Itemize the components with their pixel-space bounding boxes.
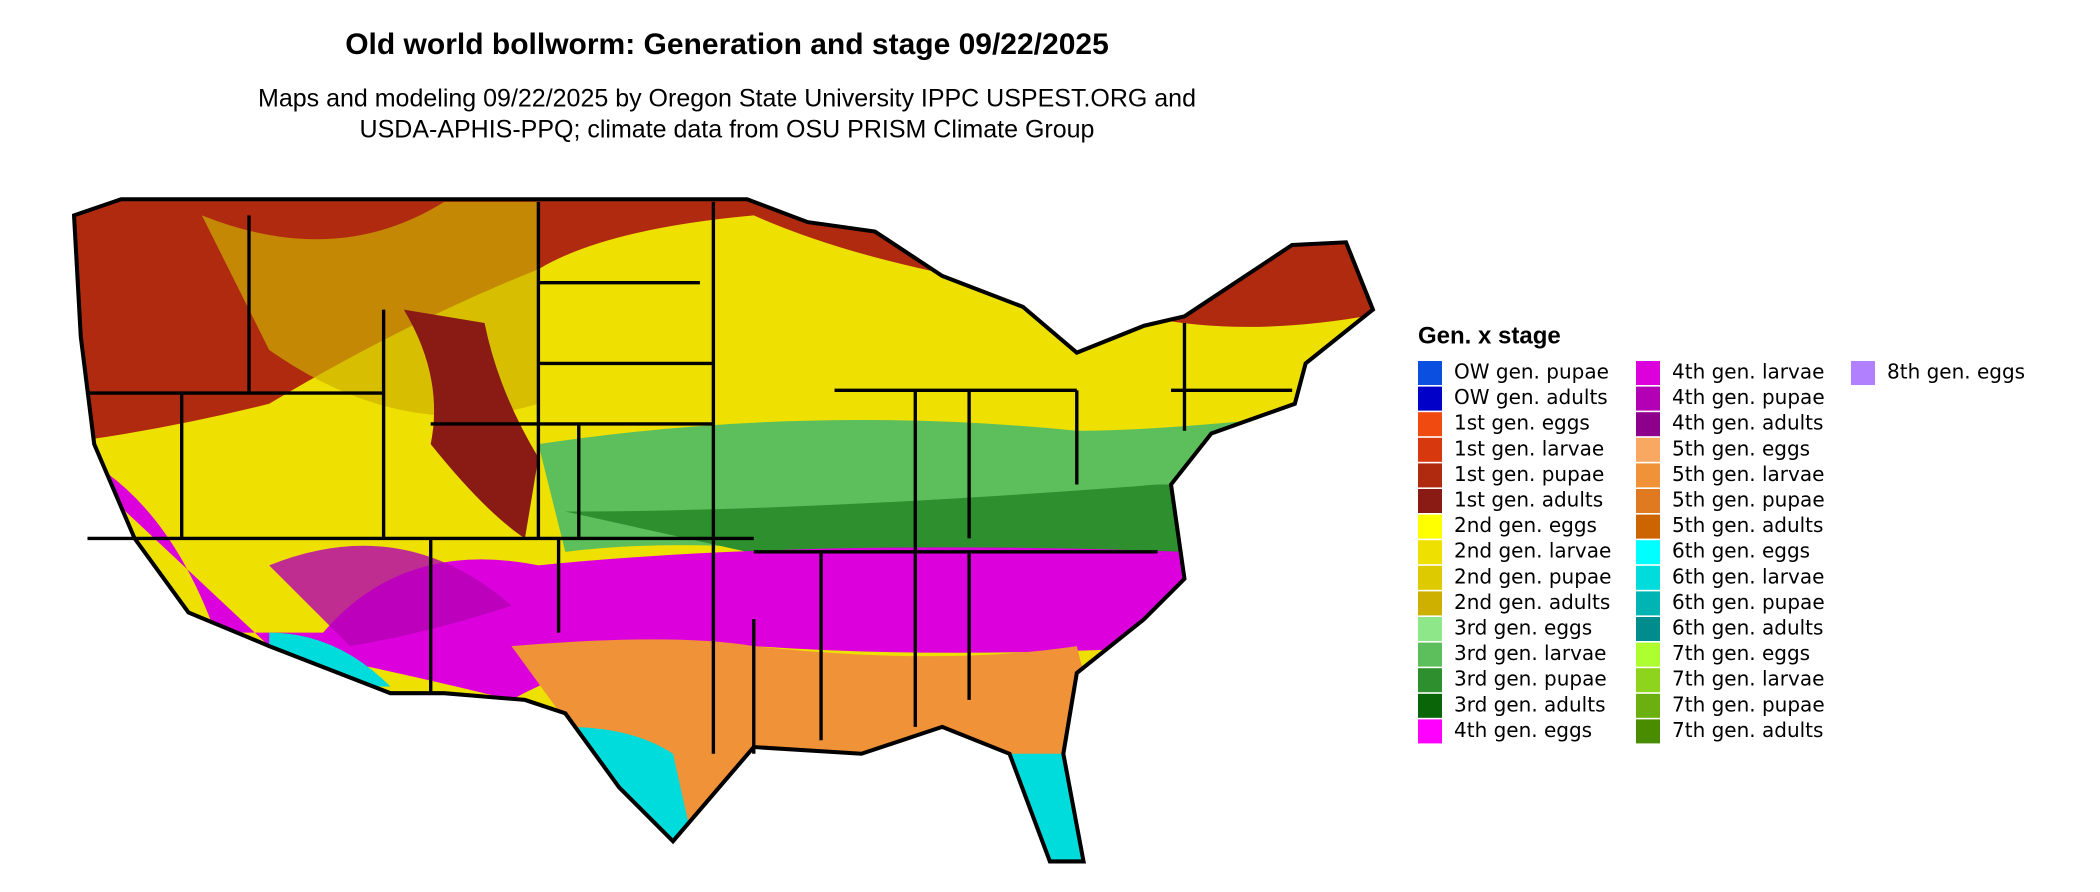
legend-swatch [1418, 412, 1442, 437]
legend-swatch [1636, 668, 1660, 693]
legend-label: 7th gen. adults [1672, 718, 1823, 742]
legend-label: 3rd gen. eggs [1454, 616, 1592, 640]
legend-swatch [1636, 386, 1660, 411]
legend-swatch [1418, 437, 1442, 462]
legend-label: 8th gen. eggs [1887, 360, 2025, 384]
legend-label: 6th gen. larvae [1672, 564, 1824, 588]
map-fill [74, 199, 1373, 862]
map [71, 197, 1376, 864]
legend-swatch [1636, 540, 1660, 565]
legend-label: 5th gen. pupae [1672, 488, 1825, 512]
legend-label: 7th gen. pupae [1672, 692, 1825, 716]
legend-swatch [1418, 642, 1442, 667]
legend-swatch [1418, 463, 1442, 488]
legend-label: 4th gen. adults [1672, 411, 1823, 435]
legend-label: 7th gen. larvae [1672, 667, 1824, 691]
legend-label: 1st gen. pupae [1454, 462, 1604, 486]
legend-label: 4th gen. eggs [1454, 718, 1592, 742]
legend-label: 2nd gen. larvae [1454, 539, 1611, 563]
legend-label: 2nd gen. pupae [1454, 564, 1611, 588]
legend-swatch [1418, 386, 1442, 411]
legend-label: 4th gen. pupae [1672, 385, 1825, 409]
legend-label: 5th gen. larvae [1672, 462, 1824, 486]
legend-label: 2nd gen. adults [1454, 590, 1610, 614]
legend-label: 4th gen. larvae [1672, 360, 1824, 384]
legend-label: 5th gen. eggs [1672, 436, 1810, 460]
legend-swatch [1636, 591, 1660, 616]
legend-swatch [1636, 463, 1660, 488]
subtitle: Maps and modeling 09/22/2025 by Oregon S… [258, 85, 1196, 113]
legend-swatch [1418, 591, 1442, 616]
legend-swatch [1636, 361, 1660, 385]
legend-label: 3rd gen. adults [1454, 692, 1605, 716]
legend-label: 1st gen. eggs [1454, 411, 1590, 435]
legend-label: 1st gen. adults [1454, 488, 1603, 512]
state-lines [87, 201, 1293, 754]
legend-swatch [1418, 617, 1442, 641]
legend-swatch [1418, 489, 1442, 513]
legend-swatch [1418, 668, 1442, 693]
border [71, 197, 1376, 864]
legend-label: 5th gen. adults [1672, 513, 1823, 537]
legend-swatch [1636, 514, 1660, 539]
legend-swatch [1636, 617, 1660, 641]
legend-swatch [1636, 437, 1660, 462]
legend-label: 3rd gen. larvae [1454, 641, 1606, 665]
legend-swatch [1636, 489, 1660, 513]
legend-label: OW gen. pupae [1454, 360, 1609, 384]
subtitle: USDA-APHIS-PPQ; climate data from OSU PR… [360, 116, 1095, 144]
legend-label: 2nd gen. eggs [1454, 513, 1597, 537]
legend-label: 7th gen. eggs [1672, 641, 1810, 665]
legend-label: OW gen. adults [1454, 385, 1608, 409]
title: Old world bollworm: Generation and stage… [345, 28, 1109, 61]
legend-swatch [1636, 719, 1660, 744]
legend-swatch [1636, 693, 1660, 718]
legend-swatch [1418, 719, 1442, 744]
legend-swatch [1636, 642, 1660, 667]
legend-label: 1st gen. larvae [1454, 436, 1604, 460]
legend-swatch [1418, 565, 1442, 590]
legend-swatch [1418, 361, 1442, 385]
legend-label: 6th gen. pupae [1672, 590, 1825, 614]
legend-swatch [1851, 361, 1875, 385]
legend-label: 3rd gen. pupae [1454, 667, 1607, 691]
legend-swatch [1418, 540, 1442, 565]
legend-swatch [1418, 514, 1442, 539]
legend-label: 6th gen. eggs [1672, 539, 1810, 563]
legend-swatch [1636, 412, 1660, 437]
legend-label: 6th gen. adults [1672, 616, 1823, 640]
legend-title: Gen. x stage [1418, 322, 1561, 349]
legend-swatch [1636, 565, 1660, 590]
legend-swatch [1418, 693, 1442, 718]
